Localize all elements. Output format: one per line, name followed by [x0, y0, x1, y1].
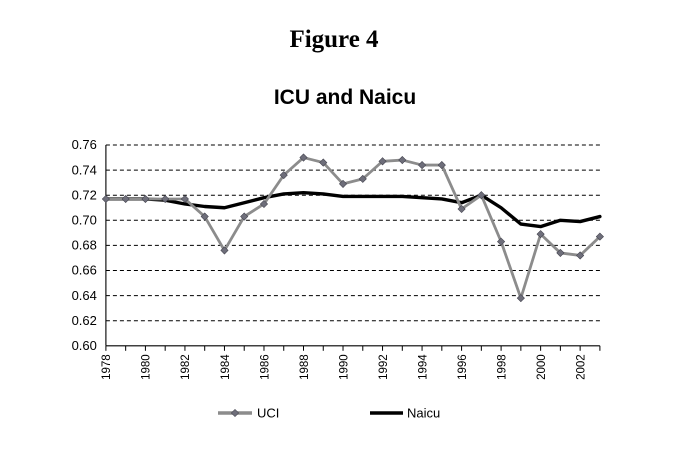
svg-text:1982: 1982 [180, 354, 192, 380]
svg-text:0.68: 0.68 [72, 238, 97, 253]
svg-text:0.62: 0.62 [72, 313, 97, 328]
svg-text:1992: 1992 [378, 354, 390, 380]
svg-text:0.76: 0.76 [72, 137, 97, 152]
svg-text:UCI: UCI [257, 406, 279, 421]
svg-text:0.60: 0.60 [72, 338, 97, 353]
svg-text:0.72: 0.72 [72, 187, 97, 202]
svg-text:1988: 1988 [299, 354, 311, 380]
svg-text:1986: 1986 [259, 354, 271, 380]
svg-text:1990: 1990 [338, 354, 350, 380]
svg-text:0.66: 0.66 [72, 263, 97, 278]
svg-text:1980: 1980 [141, 354, 153, 380]
svg-text:2000: 2000 [536, 354, 548, 380]
svg-text:0.70: 0.70 [72, 213, 97, 228]
svg-text:1978: 1978 [101, 354, 113, 380]
svg-text:0.64: 0.64 [72, 288, 97, 303]
svg-text:1996: 1996 [457, 354, 469, 380]
svg-text:1984: 1984 [220, 354, 232, 380]
svg-text:1994: 1994 [417, 354, 429, 380]
svg-text:2002: 2002 [575, 354, 587, 380]
svg-text:Naicu: Naicu [407, 406, 440, 421]
svg-text:1998: 1998 [496, 354, 508, 380]
svg-text:0.74: 0.74 [72, 162, 97, 177]
